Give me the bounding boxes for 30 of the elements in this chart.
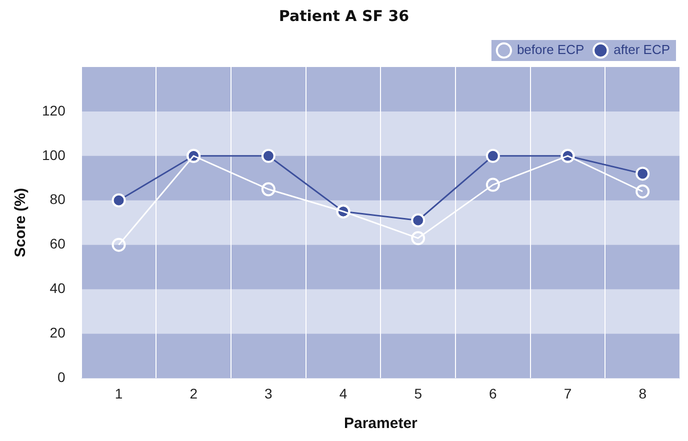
x-tick-label: 2 (190, 385, 198, 402)
x-tick-label: 5 (414, 385, 422, 402)
y-tick-label: 20 (50, 324, 66, 341)
y-axis-title: Score (%) (12, 188, 30, 258)
y-tick-label: 40 (50, 280, 66, 296)
point (486, 178, 500, 192)
x-axis-title: Parameter (344, 415, 418, 432)
x-tick-label: 6 (489, 385, 498, 402)
point (261, 148, 276, 163)
point (261, 182, 276, 196)
point (411, 213, 426, 228)
y-tick-label: 60 (50, 236, 66, 252)
point (636, 184, 650, 198)
x-tick-label: 1 (114, 385, 123, 402)
x-tick-label: 8 (638, 385, 647, 402)
point (486, 148, 500, 163)
y-tick-label: 100 (42, 146, 66, 163)
y-tick-label: 120 (42, 102, 66, 118)
legend-label: after ECP (614, 42, 670, 58)
x-tick-label: 7 (564, 385, 572, 402)
point (112, 238, 126, 252)
y-tick-label: 80 (50, 191, 66, 208)
x-tick-label: 4 (339, 385, 348, 402)
y-tick-label: 0 (58, 369, 66, 386)
point (411, 231, 426, 246)
chart-title: Patient A SF 36 (278, 6, 410, 25)
legend-label: before ECP (516, 42, 584, 58)
point (112, 193, 126, 208)
x-tick-label: 3 (264, 385, 273, 402)
point (636, 166, 650, 181)
